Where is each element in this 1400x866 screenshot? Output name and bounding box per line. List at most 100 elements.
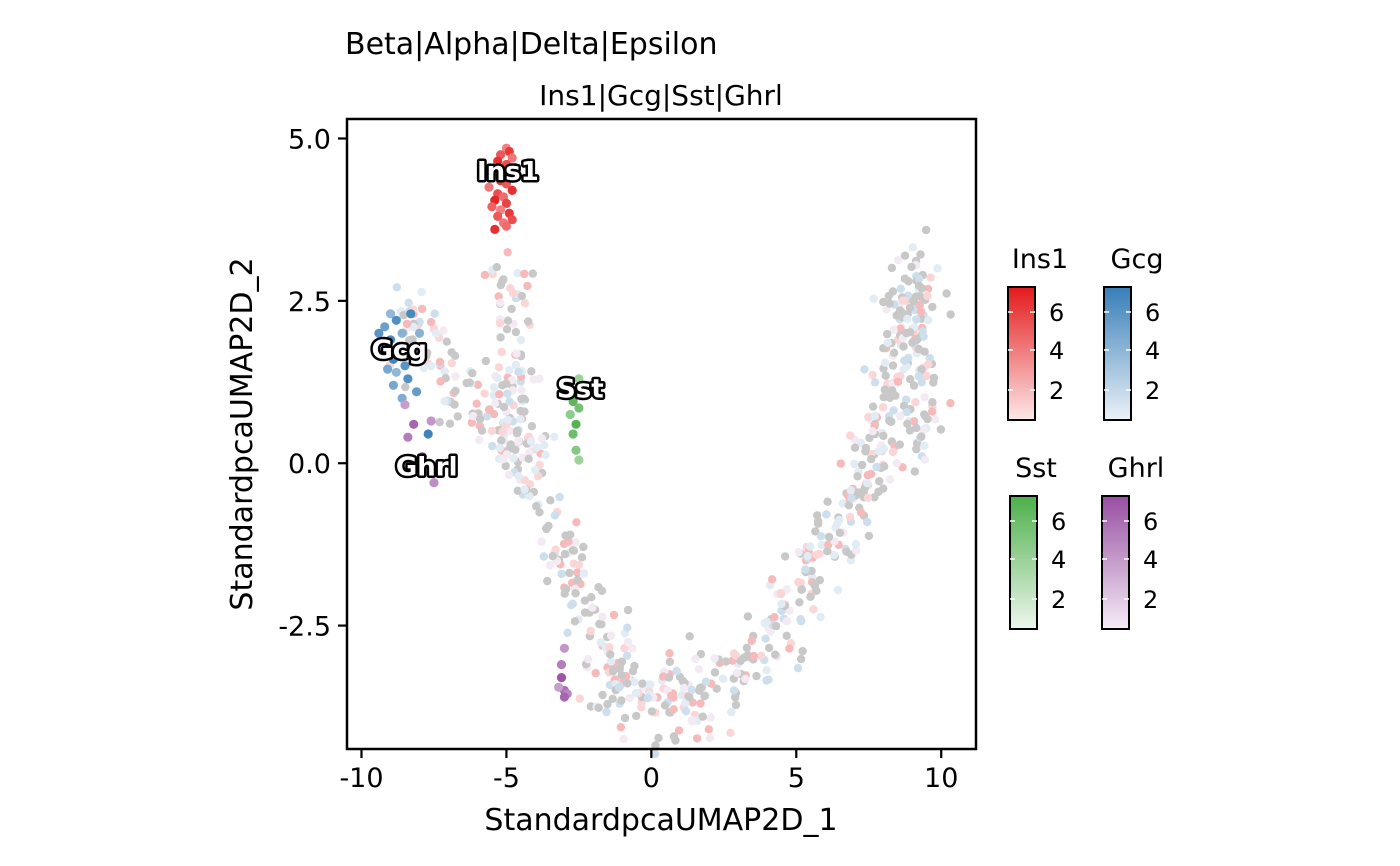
cell-point: [481, 356, 491, 366]
cell-point: [928, 302, 937, 312]
cell-point: [597, 586, 607, 595]
cell-point: [732, 668, 742, 678]
label-text: Ins1: [477, 157, 539, 187]
y-tick-label: 0.0: [288, 449, 331, 480]
point-gcg: [409, 348, 419, 358]
cell-point: [946, 310, 955, 319]
cell-point: [889, 348, 899, 357]
cell-point: [685, 692, 694, 702]
cell-point: [756, 651, 766, 660]
x-tick-label: 5: [788, 763, 805, 794]
cell-point: [696, 649, 706, 659]
cell-point: [631, 688, 641, 698]
cell-point: [514, 367, 523, 377]
cell-point: [919, 425, 928, 434]
cell-point: [497, 347, 506, 357]
cell-point: [798, 647, 807, 656]
cell-point: [594, 703, 603, 712]
cell-point: [524, 317, 533, 326]
cell-point: [664, 673, 674, 682]
cell-point: [767, 575, 777, 584]
y-tick-label: 2.5: [288, 287, 331, 318]
point-gcg: [380, 322, 390, 332]
cell-point: [743, 612, 753, 621]
cell-point: [530, 466, 540, 475]
legend-tick-label: 4: [1049, 337, 1064, 365]
cell-point: [511, 327, 521, 337]
cell-point: [440, 367, 449, 376]
cell-point: [509, 454, 518, 463]
cell-point: [561, 584, 571, 594]
cell-point: [503, 415, 513, 425]
legend-title: Ghrl: [1108, 453, 1165, 484]
feature-points: [374, 143, 590, 702]
cell-point: [528, 269, 537, 278]
cell-point: [669, 705, 678, 714]
cell-point: [445, 419, 455, 428]
cell-point: [622, 651, 632, 660]
cell-point: [681, 698, 690, 708]
cell-point: [539, 441, 549, 450]
cell-point: [815, 549, 824, 559]
point-ins1: [493, 211, 503, 221]
point-ins1: [507, 153, 517, 163]
point-sst: [580, 380, 590, 390]
cell-point: [696, 699, 705, 708]
cell-point: [487, 426, 497, 436]
cell-point: [710, 654, 719, 663]
point-sst: [571, 445, 581, 455]
cell-point: [489, 383, 499, 392]
cell-point: [643, 693, 653, 703]
cell-point: [864, 412, 873, 422]
cell-point: [514, 436, 523, 446]
cell-point: [565, 568, 574, 578]
cell-point: [551, 545, 560, 554]
cell-point: [577, 553, 587, 562]
cell-point: [480, 389, 489, 398]
cell-point: [542, 524, 551, 534]
cell-point: [512, 429, 522, 438]
cell-point: [450, 400, 459, 409]
cell-point: [493, 373, 502, 383]
cell-point: [923, 414, 932, 424]
cell-point: [823, 547, 832, 556]
point-gcg: [385, 335, 396, 345]
cell-point: [915, 300, 924, 310]
cell-point: [511, 445, 520, 454]
x-tick-label: -10: [339, 763, 383, 794]
cell-point: [895, 440, 904, 449]
cell-point: [813, 519, 823, 528]
cell-point: [484, 405, 494, 414]
cell-point: [535, 508, 544, 517]
point-gcg: [374, 328, 384, 338]
cell-point: [880, 462, 889, 471]
cell-point: [835, 528, 845, 537]
point-ghrl: [403, 432, 413, 442]
cell-point: [625, 693, 634, 703]
cell-point: [630, 677, 639, 687]
cell-point: [776, 589, 785, 598]
cell-point: [616, 723, 626, 732]
cell-point: [910, 467, 919, 476]
cell-point: [889, 406, 898, 415]
cell-point: [803, 551, 812, 561]
cell-point: [909, 381, 919, 390]
cell-point: [850, 459, 859, 469]
cell-point: [588, 603, 597, 612]
legend-tick-label: 2: [1051, 586, 1066, 614]
cell-point: [906, 375, 915, 384]
cell-point: [417, 287, 426, 297]
legend-colorbar: [1007, 286, 1036, 421]
cell-point: [687, 685, 696, 695]
cell-point: [646, 680, 655, 689]
x-axis-label: StandardpcaUMAP2D_1: [484, 803, 837, 838]
cell-point: [516, 415, 525, 424]
cell-point: [513, 486, 522, 495]
cell-point: [623, 637, 633, 647]
point-ins1: [487, 202, 497, 212]
point-ins1: [487, 169, 497, 179]
legend-colorbar: [1009, 495, 1038, 630]
legend-tick-label: 2: [1145, 377, 1160, 405]
legend-colorbar: [1101, 495, 1130, 630]
